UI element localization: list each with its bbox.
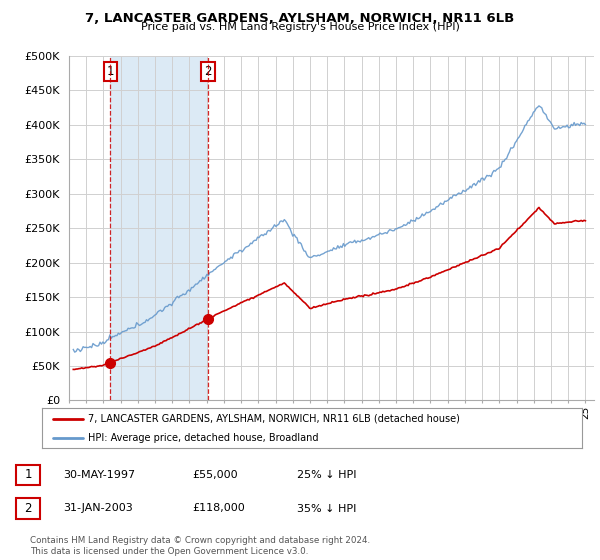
Text: 1: 1 bbox=[107, 65, 114, 78]
Text: 7, LANCASTER GARDENS, AYLSHAM, NORWICH, NR11 6LB: 7, LANCASTER GARDENS, AYLSHAM, NORWICH, … bbox=[85, 12, 515, 25]
Text: 35% ↓ HPI: 35% ↓ HPI bbox=[297, 503, 356, 514]
Text: HPI: Average price, detached house, Broadland: HPI: Average price, detached house, Broa… bbox=[88, 433, 319, 443]
Text: 25% ↓ HPI: 25% ↓ HPI bbox=[297, 470, 356, 480]
Text: 7, LANCASTER GARDENS, AYLSHAM, NORWICH, NR11 6LB (detached house): 7, LANCASTER GARDENS, AYLSHAM, NORWICH, … bbox=[88, 414, 460, 424]
Text: 2: 2 bbox=[25, 502, 32, 515]
Bar bbox=[110, 56, 208, 400]
Text: £118,000: £118,000 bbox=[192, 503, 245, 514]
Text: 2: 2 bbox=[205, 65, 212, 78]
Text: 31-JAN-2003: 31-JAN-2003 bbox=[63, 503, 133, 514]
Text: 30-MAY-1997: 30-MAY-1997 bbox=[63, 470, 135, 480]
Text: Price paid vs. HM Land Registry's House Price Index (HPI): Price paid vs. HM Land Registry's House … bbox=[140, 22, 460, 32]
Text: 1: 1 bbox=[25, 468, 32, 482]
Text: Contains HM Land Registry data © Crown copyright and database right 2024.
This d: Contains HM Land Registry data © Crown c… bbox=[30, 536, 370, 556]
Text: £55,000: £55,000 bbox=[192, 470, 238, 480]
